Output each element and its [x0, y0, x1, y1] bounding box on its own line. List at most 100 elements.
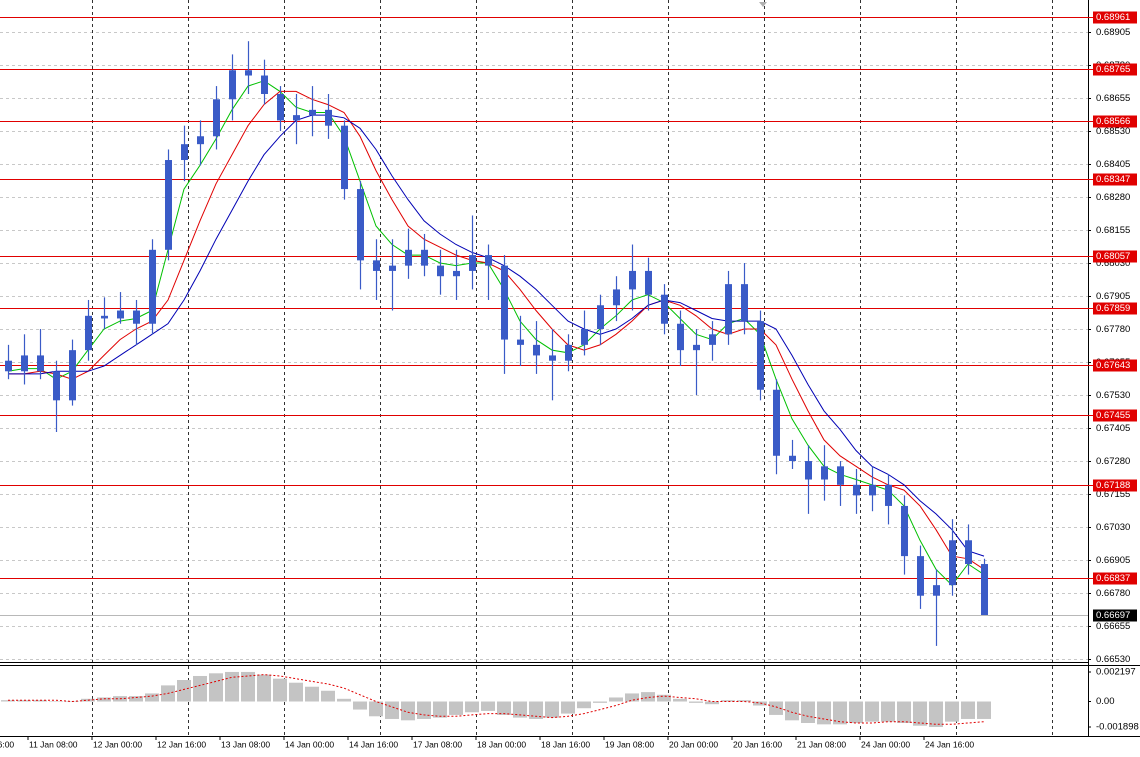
candle-body	[565, 344, 572, 361]
candle-body	[165, 160, 172, 250]
candle-body	[501, 265, 508, 340]
y-tick-label: 0.68155	[1096, 225, 1130, 236]
indicator-bar	[897, 701, 911, 723]
candle-body	[53, 371, 60, 401]
indicator-bar	[977, 701, 991, 719]
shift-marker	[759, 2, 767, 7]
indicator-bar	[193, 675, 207, 702]
candle-body	[917, 556, 924, 596]
indicator-bar	[1, 700, 15, 702]
y-tick-label: 0.67155	[1096, 489, 1130, 500]
indicator-bar	[49, 701, 63, 703]
x-tick-label: 12 Jan 16:00	[157, 739, 206, 749]
level-label: 0.67188	[1096, 480, 1130, 491]
indicator-bar	[737, 700, 751, 702]
indicator-bar	[705, 701, 719, 705]
x-tick-label: 13 Jan 08:00	[221, 739, 270, 749]
candle-body	[453, 270, 460, 277]
candle-body	[581, 329, 588, 345]
indicator-bar	[753, 701, 767, 706]
indicator-bar	[241, 671, 255, 702]
candle-body	[821, 466, 828, 480]
signal-line	[8, 674, 985, 725]
candle-body	[853, 484, 860, 496]
y-tick-label: 0.67780	[1096, 324, 1130, 335]
candle-body	[629, 270, 636, 290]
candle-body	[597, 305, 604, 330]
level-label-box	[1093, 11, 1137, 24]
indicator-bar	[561, 701, 575, 714]
indicator-tick-label: 0.002197	[1096, 667, 1136, 678]
indicator-bar	[913, 701, 927, 726]
level-label-box	[1093, 479, 1137, 492]
candle-body	[149, 249, 156, 324]
indicator-bar	[145, 693, 159, 702]
indicator-tick-label: -0.001898	[1096, 722, 1139, 733]
indicator-bar	[417, 701, 431, 719]
x-tick-label: 20 Jan 00:00	[669, 739, 718, 749]
candle-body	[661, 294, 668, 324]
x-tick-label: 14 Jan 00:00	[285, 739, 334, 749]
x-tick-label: 24 Jan 16:00	[925, 739, 974, 749]
indicator-bar	[369, 701, 383, 717]
plot-layer	[0, 17, 1088, 646]
candle-body	[789, 455, 796, 462]
candle-body	[981, 564, 988, 615]
candle-body	[261, 75, 268, 95]
y-tick-label: 0.68280	[1096, 192, 1130, 203]
indicator-bar	[177, 680, 191, 702]
candle-body	[965, 540, 972, 565]
indicator-bar	[881, 701, 895, 722]
indicator-bar	[209, 673, 223, 702]
candle-body	[549, 355, 556, 361]
indicator-bar	[529, 701, 543, 719]
indicator-bar	[689, 701, 703, 703]
candle-body	[677, 323, 684, 351]
indicator-bar	[401, 701, 415, 721]
candle-body	[117, 310, 124, 319]
indicator-bar	[449, 701, 463, 715]
indicator-bar	[353, 701, 367, 710]
level-label: 0.68347	[1096, 174, 1130, 185]
indicator-bar	[385, 701, 399, 719]
y-tick-label: 0.67030	[1096, 522, 1130, 533]
candle-body	[37, 355, 44, 372]
candle-body	[741, 284, 748, 322]
indicator-layer	[1, 671, 991, 728]
indicator-bar	[817, 701, 831, 725]
y-tick-label: 0.66530	[1096, 654, 1130, 665]
candle-body	[709, 334, 716, 345]
candle-body	[485, 255, 492, 266]
indicator-bar	[513, 701, 527, 718]
candle-body	[277, 94, 284, 121]
candle-body	[405, 249, 412, 266]
x-tick-label: 10 Jan 16:00	[0, 739, 14, 749]
level-label: 0.67643	[1096, 360, 1130, 371]
level-label: 0.67859	[1096, 303, 1130, 314]
indicator-bar	[225, 671, 239, 702]
level-label: 0.68765	[1096, 64, 1130, 75]
y-tick-label: 0.66655	[1096, 621, 1130, 632]
candle-body	[469, 255, 476, 271]
candle-body	[885, 484, 892, 506]
candle-body	[21, 355, 28, 372]
level-label-box	[1093, 115, 1137, 128]
candle-body	[901, 505, 908, 557]
level-label-box	[1093, 302, 1137, 315]
level-label-box	[1093, 250, 1137, 263]
y-tick-label: 0.67280	[1096, 456, 1130, 467]
candle-body	[805, 461, 812, 480]
indicator-bar	[769, 701, 783, 715]
candle-body	[5, 360, 12, 372]
indicator-bar	[129, 696, 143, 702]
y-tick-label: 0.67405	[1096, 423, 1130, 434]
indicator-bar	[849, 701, 863, 723]
indicator-bar	[337, 698, 351, 702]
candle-body	[389, 265, 396, 271]
grid-layer	[0, 0, 1088, 736]
indicator-bar	[305, 686, 319, 702]
indicator-bar	[641, 692, 655, 702]
indicator-bar	[593, 701, 607, 703]
